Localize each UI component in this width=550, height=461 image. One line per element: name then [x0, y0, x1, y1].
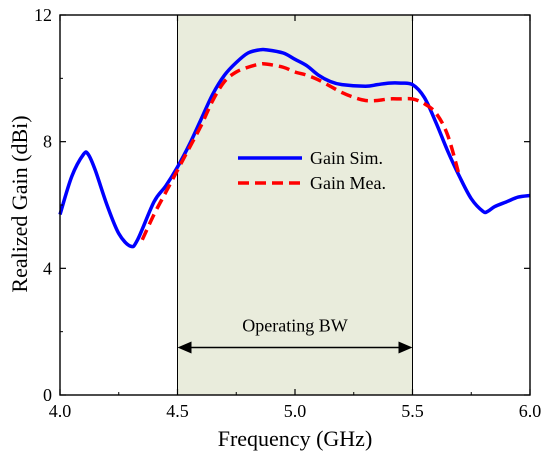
x-tick-label: 4.5	[166, 401, 189, 421]
legend-sim-label: Gain Sim.	[310, 148, 383, 168]
x-tick-label: 5.5	[401, 401, 424, 421]
x-tick-label: 5.0	[284, 401, 307, 421]
x-tick-label: 6.0	[519, 401, 542, 421]
series-line-gain-mea	[140, 61, 462, 241]
x-axis-title: Frequency (GHz)	[218, 426, 373, 451]
series-line-gain-sim	[58, 47, 531, 249]
y-axis-title: Realized Gain (dBi)	[7, 115, 32, 292]
operating-bw-label: Operating BW	[242, 316, 347, 336]
operating-band	[177, 14, 413, 396]
y-tick-label: 8	[43, 132, 52, 152]
plot-frame	[59, 14, 531, 396]
x-tick-label: 4.0	[49, 401, 72, 421]
legend: Gain Sim. Gain Mea.	[238, 148, 386, 193]
bw-arrow	[177, 341, 413, 354]
y-tick-label: 4	[43, 258, 52, 278]
legend-mea-label: Gain Mea.	[310, 173, 386, 193]
y-tick-label: 0	[43, 385, 52, 405]
y-tick-label: 12	[34, 5, 52, 25]
